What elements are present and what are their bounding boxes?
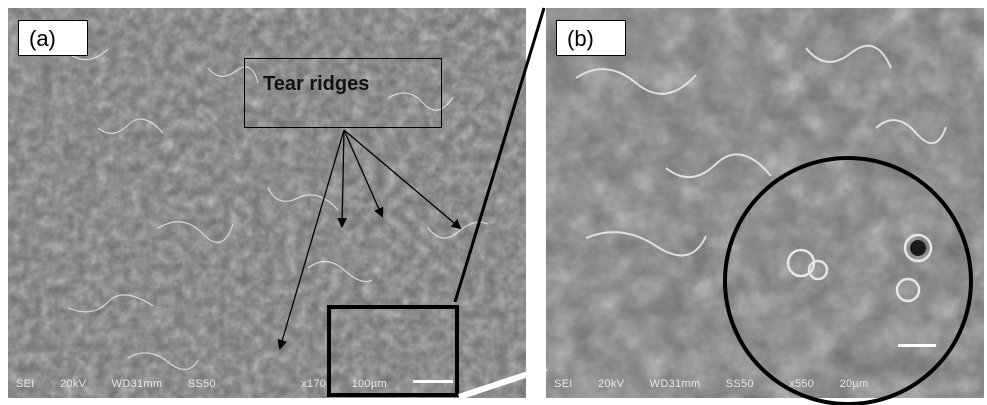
sem-databar-b: SEI 20kV WD31mm SS50 x550 20µm bbox=[554, 378, 891, 390]
zoom-region-box bbox=[327, 305, 459, 397]
panel-label-a: (a) bbox=[18, 20, 88, 56]
scale-bar-b bbox=[898, 344, 936, 347]
sem-databar-a: SEI 20kV WD31mm SS50 x170 100µm bbox=[16, 378, 409, 390]
databar-mag-a: x170 bbox=[301, 378, 327, 390]
databar-mode-b: SEI bbox=[554, 378, 573, 390]
scale-bar-a bbox=[413, 380, 453, 383]
tear-ridges-callout-box: Tear ridges bbox=[244, 58, 442, 128]
databar-scale-a: 100µm bbox=[351, 378, 387, 390]
databar-scale-b: 20µm bbox=[839, 378, 869, 390]
micrograph-panel-a: (a) Tear ridges SEI 20kV WD31mm SS50 x17… bbox=[8, 8, 526, 398]
databar-ss-b: SS50 bbox=[725, 378, 754, 390]
micrograph-panel-b: (b) SEI 20kV WD31mm SS50 x550 20µm bbox=[546, 8, 984, 398]
databar-voltage-b: 20kV bbox=[598, 378, 625, 390]
databar-mode-a: SEI bbox=[16, 378, 35, 390]
databar-voltage-a: 20kV bbox=[60, 378, 87, 390]
databar-mag-b: x550 bbox=[789, 378, 815, 390]
databar-ss-a: SS50 bbox=[187, 378, 216, 390]
panel-label-b: (b) bbox=[556, 20, 626, 56]
fracture-surface-texture-b bbox=[546, 8, 984, 398]
tear-ridges-label: Tear ridges bbox=[263, 73, 370, 95]
databar-wd-a: WD31mm bbox=[111, 378, 163, 390]
databar-wd-b: WD31mm bbox=[649, 378, 701, 390]
